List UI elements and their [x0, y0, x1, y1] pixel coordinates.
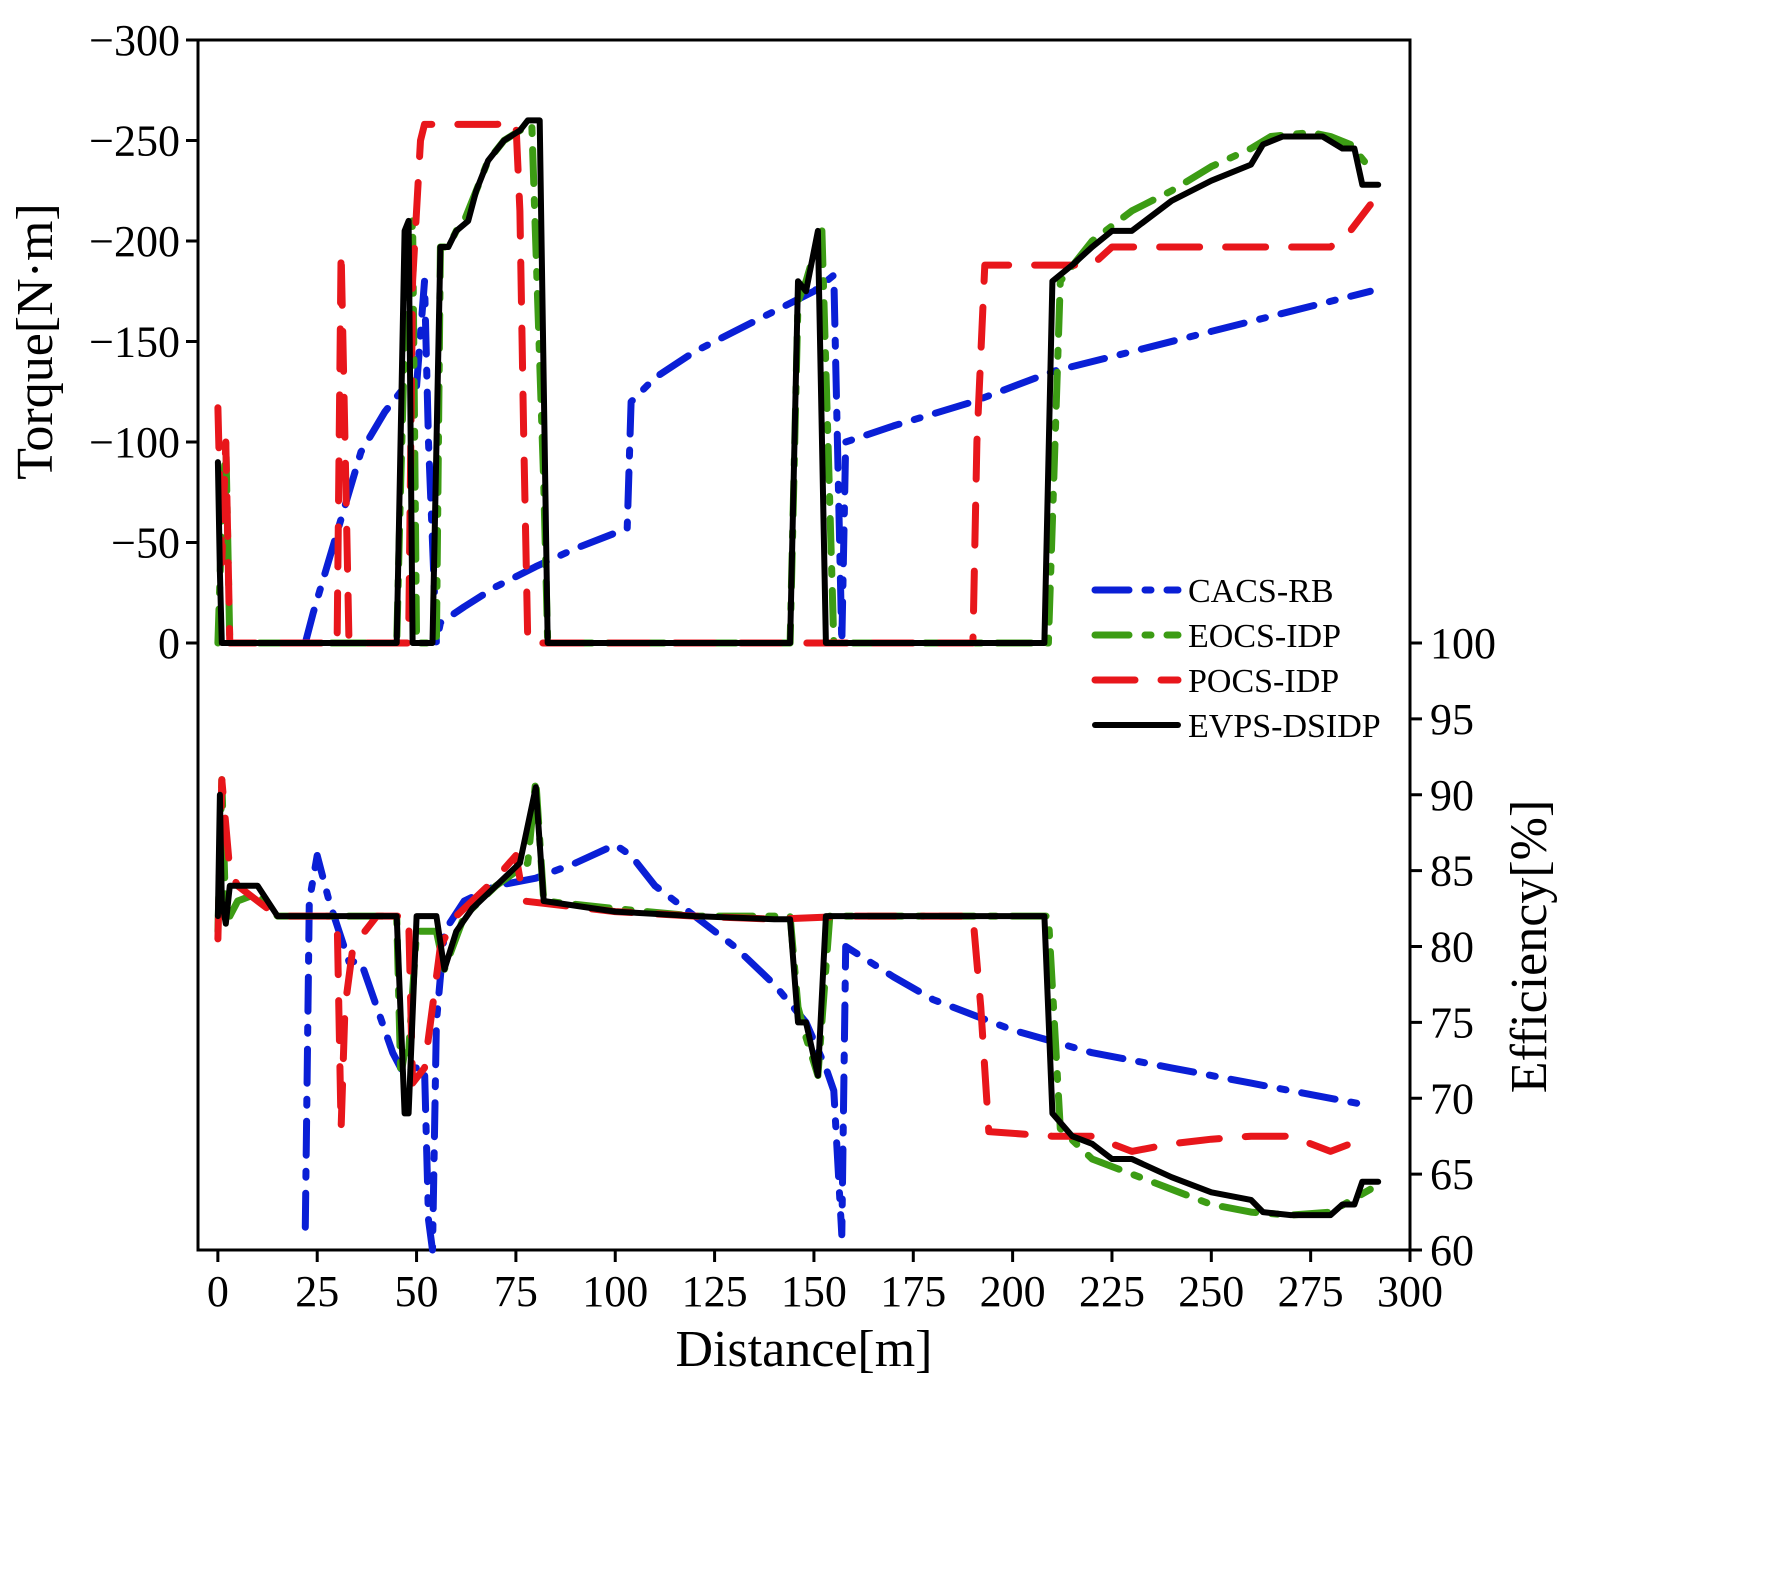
- x-tick-label: 225: [1079, 1267, 1145, 1316]
- left-tick-label: −150: [89, 318, 180, 367]
- left-tick-label: −50: [111, 519, 180, 568]
- series-lines: [214, 117, 1382, 1254]
- plot-frame: [196, 38, 1412, 1252]
- right-tick-label: 85: [1430, 847, 1474, 896]
- x-tick-label: 125: [682, 1267, 748, 1316]
- left-axis-ticks: 0 −50 −100 −150 −200 −250 −300: [89, 16, 198, 668]
- x-tick-label: 50: [395, 1267, 439, 1316]
- left-tick-label: −250: [89, 117, 180, 166]
- x-tick-label: 250: [1178, 1267, 1244, 1316]
- right-axis-title: Efficiency[%]: [1501, 800, 1558, 1094]
- torque-line-cacs-rb: [301, 271, 1374, 647]
- x-tick-label: 0: [207, 1267, 229, 1316]
- right-tick-label: 100: [1430, 619, 1496, 668]
- x-tick-label: 200: [980, 1267, 1046, 1316]
- legend-label: EOCS-IDP: [1188, 618, 1341, 655]
- legend-label: POCS-IDP: [1188, 663, 1339, 700]
- right-tick-label: 80: [1430, 923, 1474, 972]
- left-tick-label: −300: [89, 16, 180, 65]
- left-tick-label: 0: [158, 619, 180, 668]
- right-tick-label: 95: [1430, 695, 1474, 744]
- efficiency-line-cacs-rb: [301, 841, 1374, 1254]
- right-axis-ticks: 60 65 70 75 80 85 90 95 100: [1410, 619, 1496, 1275]
- right-tick-label: 60: [1430, 1226, 1474, 1275]
- efficiency-line-evps-dsidp: [214, 784, 1382, 1219]
- left-tick-label: −100: [89, 418, 180, 467]
- x-tick-label: 300: [1377, 1267, 1443, 1316]
- legend-label: EVPS-DSIDP: [1188, 708, 1381, 745]
- x-tick-label: 275: [1278, 1267, 1344, 1316]
- torque-line-pocs-idp: [214, 118, 1374, 647]
- x-tick-label: 75: [494, 1267, 538, 1316]
- left-tick-label: −200: [89, 217, 180, 266]
- left-axis-title: Torque[N·m]: [7, 203, 64, 479]
- x-tick-label: 175: [880, 1267, 946, 1316]
- legend-label: CACS-RB: [1188, 573, 1334, 610]
- right-tick-label: 90: [1430, 771, 1474, 820]
- legend: CACS-RB EOCS-IDP POCS-IDP EVPS-DSIDP: [1091, 573, 1381, 745]
- right-tick-label: 75: [1430, 998, 1474, 1047]
- torque-line-evps-dsidp: [214, 117, 1382, 646]
- right-tick-label: 70: [1430, 1074, 1474, 1123]
- x-tick-label: 100: [582, 1267, 648, 1316]
- right-tick-label: 65: [1430, 1150, 1474, 1199]
- x-axis-title: Distance[m]: [675, 1321, 932, 1378]
- x-axis-ticks: 0 25 50 75 100 125 150 175 200 225 250 275 300: [207, 1250, 1443, 1316]
- x-tick-label: 25: [295, 1267, 339, 1316]
- x-tick-label: 150: [781, 1267, 847, 1316]
